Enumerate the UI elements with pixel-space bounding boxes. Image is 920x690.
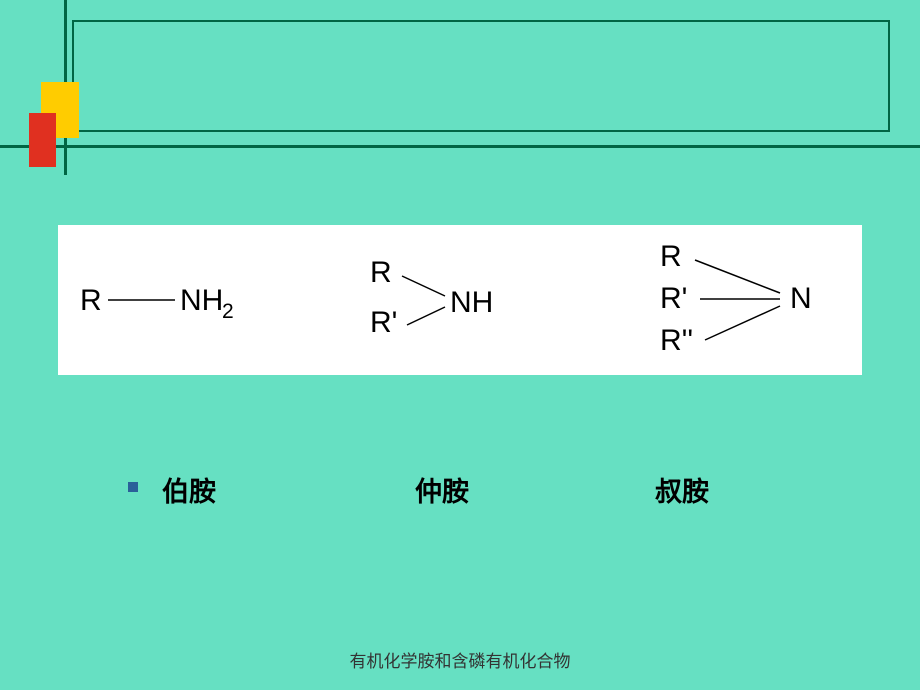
secondary-bond-2 — [407, 307, 445, 325]
secondary-bond-1 — [402, 276, 445, 296]
bullet-icon — [128, 482, 138, 492]
secondary-amine: R R' NH — [370, 252, 550, 357]
tertiary-bond-3 — [705, 306, 780, 340]
primary-sub2: 2 — [222, 300, 234, 323]
footer-text: 有机化学胺和含磷有机化合物 — [0, 647, 920, 672]
tertiary-bond-1 — [695, 260, 780, 293]
header-horizontal-line — [0, 145, 920, 148]
secondary-amine-svg: R R' NH — [370, 252, 550, 352]
chemistry-panel: R NH 2 R R' NH R R' R'' N — [58, 225, 862, 375]
header-area — [0, 0, 920, 165]
red-block — [29, 113, 56, 167]
primary-amine: R NH 2 — [80, 278, 280, 333]
tertiary-N: N — [790, 282, 812, 315]
label-primary: 伯胺 — [162, 470, 216, 509]
tertiary-Rpp: R'' — [660, 324, 693, 357]
labels-row: 伯胺 仲胺 叔胺 — [0, 470, 920, 510]
secondary-R: R — [370, 256, 392, 289]
title-box — [72, 20, 890, 132]
label-secondary: 仲胺 — [415, 470, 469, 509]
label-tertiary: 叔胺 — [655, 470, 709, 509]
secondary-NH: NH — [450, 286, 493, 319]
tertiary-amine: R R' R'' N — [650, 238, 850, 373]
tertiary-R: R — [660, 240, 682, 273]
primary-amine-svg: R NH 2 — [80, 278, 280, 328]
primary-NH: NH — [180, 284, 223, 317]
secondary-Rp: R' — [370, 306, 397, 339]
primary-R: R — [80, 284, 102, 317]
tertiary-amine-svg: R R' R'' N — [650, 238, 850, 368]
tertiary-Rp: R' — [660, 282, 687, 315]
